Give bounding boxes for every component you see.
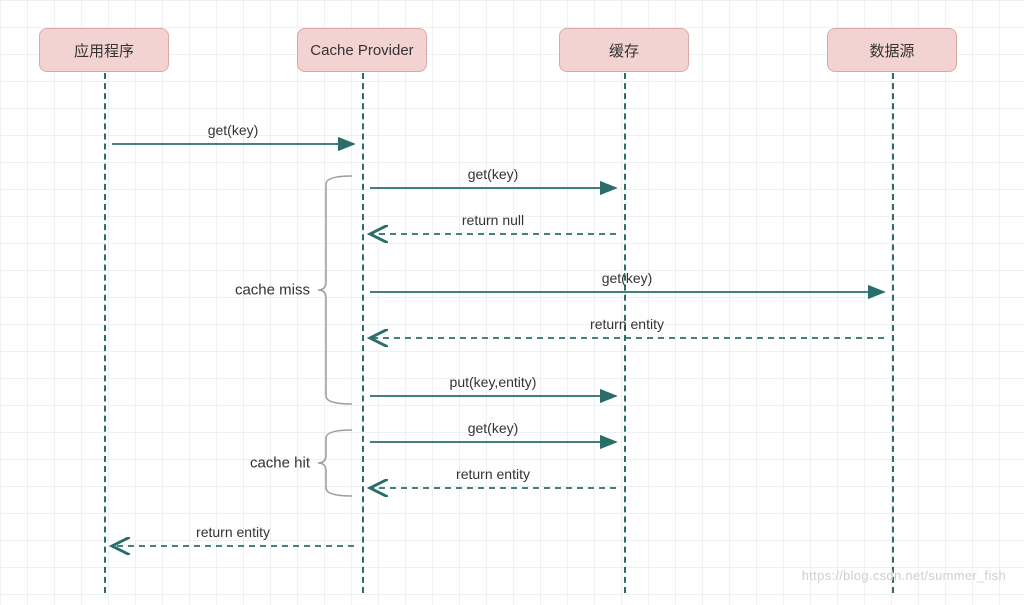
message-label-2: return null [462,212,524,228]
lifeline-app [104,73,106,593]
lifeline-store [624,73,626,593]
message-label-8: return entity [196,524,270,540]
lifeline-ds [892,73,894,593]
group-label-0: cache miss [228,282,310,299]
participant-store: 缓存 [559,28,689,72]
message-label-5: put(key,entity) [450,374,537,390]
participant-cache: Cache Provider [297,28,427,72]
message-label-0: get(key) [208,122,259,138]
message-label-4: return entity [590,316,664,332]
participant-ds: 数据源 [827,28,957,72]
group-brace-0 [318,176,352,404]
group-label-1: cache hit [228,455,310,472]
watermark-text: https://blog.csdn.net/summer_fish [802,568,1006,583]
message-label-3: get(key) [602,270,653,286]
message-label-6: get(key) [468,420,519,436]
message-label-1: get(key) [468,166,519,182]
group-brace-1 [318,430,352,496]
diagram-stage: 应用程序 Cache Provider 缓存 数据源 get(key) get(key)… [0,0,1024,605]
participant-app: 应用程序 [39,28,169,72]
lifeline-cache [362,73,364,593]
message-label-7: return entity [456,466,530,482]
arrows-svg [0,0,1024,605]
